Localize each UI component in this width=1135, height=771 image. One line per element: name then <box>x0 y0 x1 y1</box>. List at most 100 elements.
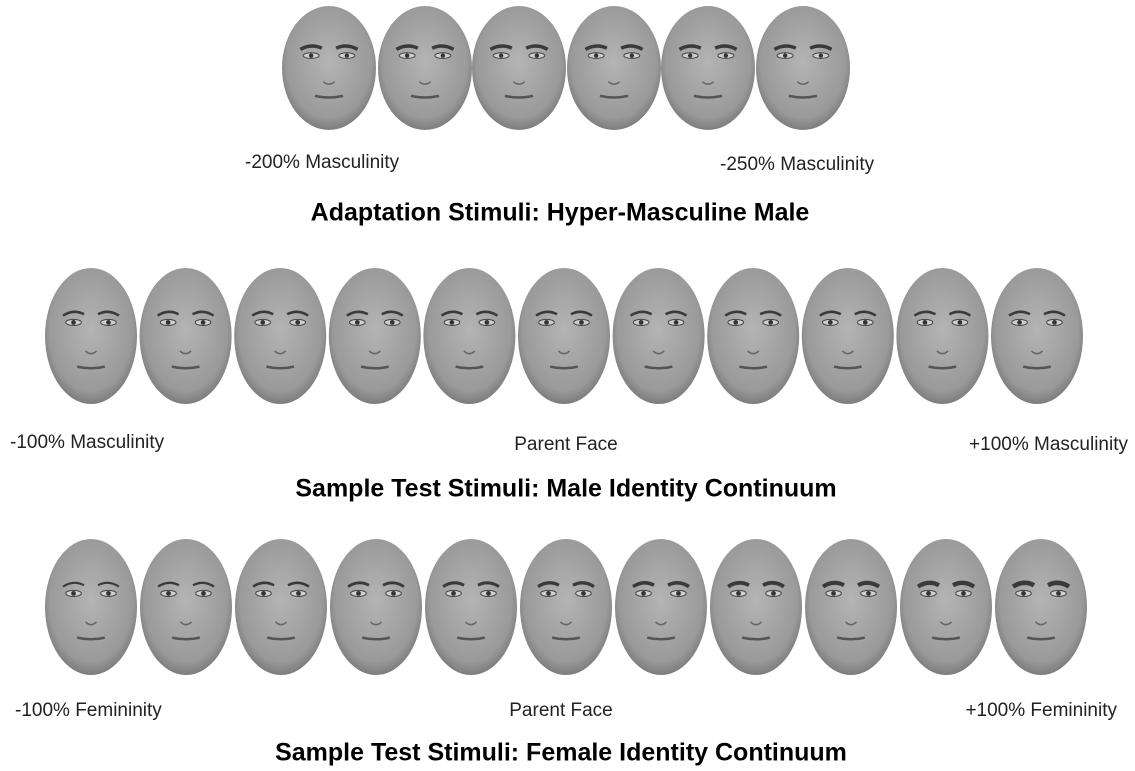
eyebrow <box>916 580 940 589</box>
face-image <box>330 539 422 675</box>
face-image <box>140 539 232 675</box>
face-oval <box>896 268 989 404</box>
eyebrow <box>475 310 499 317</box>
eyebrow <box>821 580 845 589</box>
face-oval <box>45 268 137 404</box>
pupil <box>771 591 776 596</box>
eyebrow <box>584 44 608 51</box>
eyebrow <box>759 310 782 317</box>
eyebrow <box>157 581 180 588</box>
face-oval <box>756 6 850 130</box>
eyebrow <box>535 310 558 317</box>
eyebrow <box>667 581 690 589</box>
pupil <box>1017 320 1022 325</box>
eyebrow <box>97 310 120 317</box>
range-label: -100% Femininity <box>15 700 162 721</box>
pupil <box>486 591 491 596</box>
pupil <box>1056 591 1061 596</box>
mouth <box>456 636 486 641</box>
face-image <box>423 268 516 404</box>
face-image <box>520 539 612 675</box>
pupil <box>440 53 446 58</box>
eyebrow <box>678 44 702 51</box>
nose <box>274 350 287 355</box>
nose <box>652 350 665 355</box>
mouth <box>171 636 201 641</box>
pupil <box>308 53 314 58</box>
nose <box>654 621 668 626</box>
pupil <box>736 591 741 596</box>
pupil <box>296 591 301 596</box>
face-oval <box>518 268 610 404</box>
eyebrow <box>632 581 655 589</box>
face-image <box>282 6 376 130</box>
mouth <box>833 365 862 370</box>
face-image <box>234 268 327 404</box>
face-image <box>612 268 705 404</box>
pupil <box>200 320 206 325</box>
mouth <box>836 636 866 641</box>
mouth <box>455 365 484 370</box>
eyebrow <box>1043 310 1066 317</box>
mouth <box>504 94 534 99</box>
nose <box>464 621 478 626</box>
mouth <box>171 365 200 370</box>
pupil <box>641 591 646 596</box>
eyebrow <box>948 310 972 317</box>
pupil <box>926 591 931 596</box>
eyebrow <box>665 310 688 317</box>
face-oval <box>45 539 137 675</box>
eyebrow <box>525 44 549 51</box>
eyebrow <box>854 310 877 317</box>
face-image <box>45 539 137 675</box>
face-image <box>756 6 850 130</box>
pupil <box>638 320 644 325</box>
nose <box>796 81 810 85</box>
section-title: Sample Test Stimuli: Female Identity Con… <box>275 739 847 767</box>
eyebrow <box>913 310 936 317</box>
eyebrow <box>762 580 785 589</box>
nose <box>749 621 763 626</box>
pupil <box>106 591 111 596</box>
nose <box>179 350 192 355</box>
pupil <box>451 591 456 596</box>
eyebrow <box>440 310 463 317</box>
pupil <box>484 320 490 325</box>
eyebrow <box>629 310 653 317</box>
face-image <box>235 539 327 675</box>
mouth <box>361 636 391 641</box>
mouth <box>360 365 389 370</box>
pupil <box>71 591 76 596</box>
nose <box>841 350 854 355</box>
eyebrow <box>335 44 359 51</box>
pupil <box>687 53 693 58</box>
pupil <box>498 53 504 58</box>
eyebrow <box>252 581 275 588</box>
pupil <box>354 320 360 325</box>
pupil <box>1052 320 1057 325</box>
pupil <box>544 320 549 325</box>
face-image <box>472 6 566 130</box>
mouth <box>76 636 106 641</box>
range-label: +100% Femininity <box>965 700 1117 721</box>
pupil <box>1021 591 1026 596</box>
face-oval <box>235 539 327 675</box>
mouth <box>314 94 344 99</box>
face-oval <box>282 6 376 130</box>
pupil <box>166 591 171 596</box>
eyebrow <box>537 581 560 588</box>
mouth <box>549 365 579 370</box>
pupil <box>768 320 774 325</box>
eyebrow <box>442 581 465 588</box>
range-label: Parent Face <box>509 700 613 721</box>
face-oval <box>661 6 755 130</box>
pupil <box>71 320 76 325</box>
eyebrow <box>952 580 976 589</box>
mouth <box>266 636 296 641</box>
pupil <box>106 320 111 325</box>
eyebrow <box>477 581 500 588</box>
eyebrow <box>572 581 595 588</box>
face-image <box>615 539 707 675</box>
nose <box>179 621 193 626</box>
pupil <box>165 320 171 325</box>
